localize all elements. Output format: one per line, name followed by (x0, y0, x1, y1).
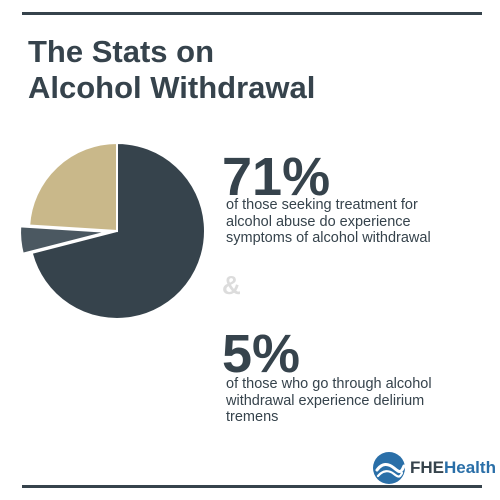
stat-71-line-1: of those seeking treatment for (226, 197, 418, 213)
stat-5-line-2: withdrawal experience delirium (226, 392, 425, 409)
wave-globe-icon (373, 452, 406, 484)
bottom-divider (22, 485, 482, 488)
stat-5-value: 5% (222, 324, 301, 384)
stat-71-line-2: alcohol abuse do experience (226, 213, 411, 230)
stat-5-line-1: of those who go through alcohol (226, 376, 432, 392)
top-divider (22, 12, 482, 15)
stat-5-line-3: tremens (226, 409, 279, 425)
stat-71-description: of those seeking treatment for alcohol a… (226, 197, 431, 247)
logo-text-fhe: FHE (410, 458, 444, 477)
pie-slice-5 (19, 225, 109, 255)
logo-text-health: Health (444, 458, 496, 477)
title-line-1: The Stats on (28, 34, 215, 69)
title-line-2: Alcohol Withdrawal (28, 70, 316, 105)
stat-71-line-3: symptoms of alcohol withdrawal (226, 230, 431, 246)
logo-wordmark: FHEHealth (410, 458, 496, 478)
stat-71-value: 71% (222, 147, 331, 207)
stat-5-description: of those who go through alcohol withdraw… (226, 376, 432, 426)
ampersand-connector: & (222, 270, 241, 300)
page-title: The Stats on Alcohol Withdrawal (28, 34, 315, 106)
pie-slice-24 (28, 141, 118, 233)
pie-slice-71 (30, 141, 206, 320)
